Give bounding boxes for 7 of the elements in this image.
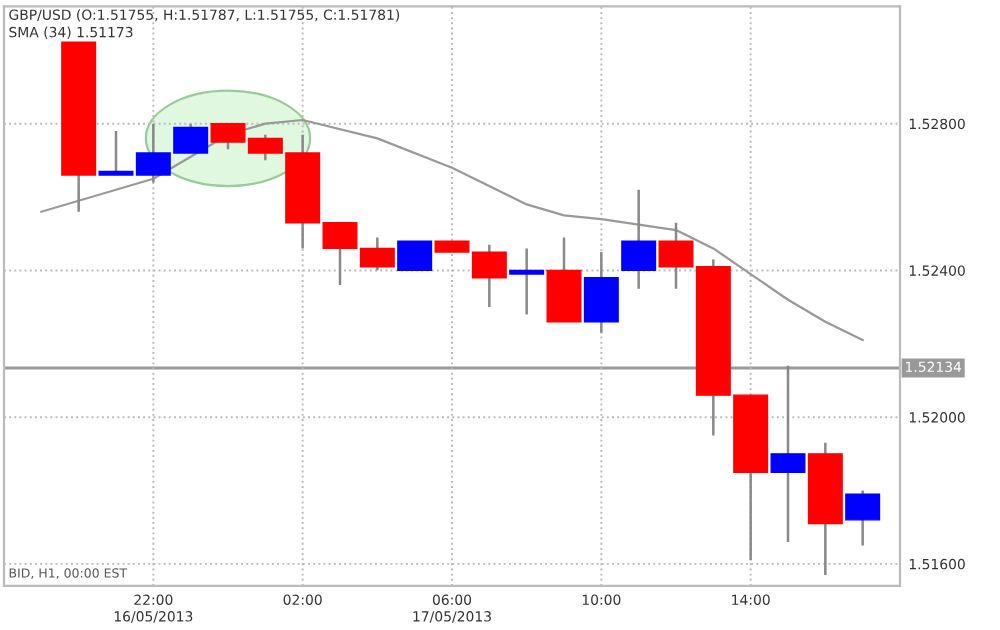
candlestick	[509, 247, 545, 316]
candlestick	[845, 489, 881, 547]
line-series	[40, 118, 864, 342]
candlestick	[583, 250, 619, 335]
candlestick	[770, 364, 806, 544]
candlestick	[621, 188, 657, 291]
candlestick	[397, 240, 433, 272]
